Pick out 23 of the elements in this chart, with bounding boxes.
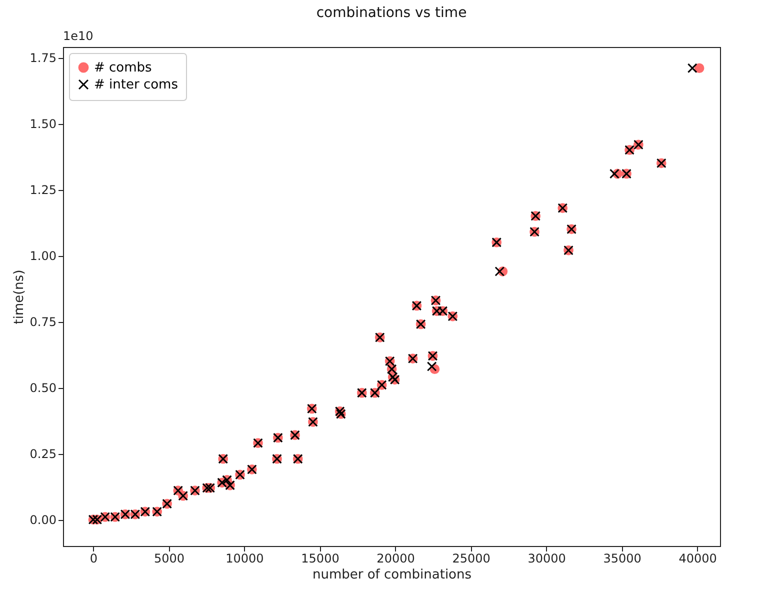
legend-label: # inter coms xyxy=(94,78,178,92)
x-tick-label: 10000 xyxy=(226,552,264,566)
y-tick-label: 0.75 xyxy=(30,315,56,330)
y-tick-label: 1.50 xyxy=(30,117,56,132)
y-tick-label: 1.00 xyxy=(30,249,56,264)
y-tick-label: 0.50 xyxy=(30,381,56,396)
x-tick-label: 20000 xyxy=(376,552,415,566)
legend-label: # combs xyxy=(94,60,152,76)
x-tick-label: 40000 xyxy=(678,552,717,566)
x-tick-label: 5000 xyxy=(154,552,184,566)
y-tick-label: 1.25 xyxy=(30,183,56,198)
x-tick-label: 0 xyxy=(90,552,98,566)
x-tick-label: 30000 xyxy=(528,552,566,566)
text: 1e10 xyxy=(63,29,94,43)
x-tick-label: 35000 xyxy=(603,552,642,566)
chart-title: combinations vs time xyxy=(316,5,467,21)
y-tick-label: 0.00 xyxy=(30,513,56,528)
x-tick-label: 15000 xyxy=(301,552,340,566)
x-tick-label: 25000 xyxy=(452,552,490,566)
y-axis-title: time(ns) xyxy=(12,270,27,324)
x-axis-title: number of combinations xyxy=(312,568,472,582)
y-tick-label: 1.75 xyxy=(30,51,56,66)
y-tick-label: 0.25 xyxy=(30,447,56,462)
